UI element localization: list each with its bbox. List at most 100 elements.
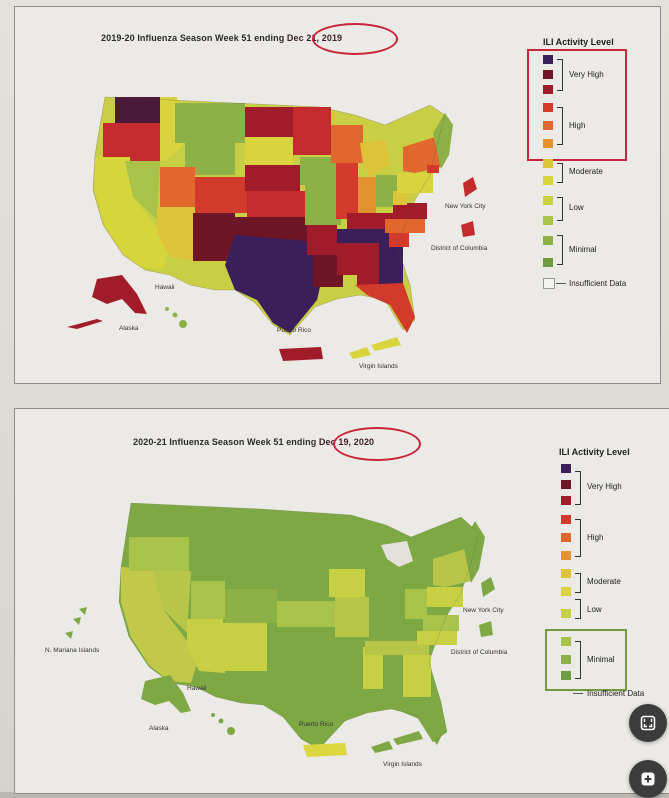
label-dc: District of Columbia — [451, 649, 508, 656]
legend-very-high-2019: Very High — [569, 70, 604, 79]
state-mn — [293, 107, 331, 155]
swatch-1 — [561, 464, 571, 473]
mariana-islands-2020 — [65, 607, 87, 639]
alaska-2019 — [92, 275, 147, 314]
state-mi-upper — [381, 541, 413, 567]
legend-title-2020: ILI Activity Level — [559, 447, 630, 457]
swatch-8 — [561, 587, 571, 596]
state-sd — [245, 137, 293, 165]
legend-minimal-2020: Minimal — [587, 655, 615, 664]
state-al — [357, 243, 379, 285]
state-al — [383, 655, 403, 697]
add-button[interactable] — [629, 760, 667, 798]
label-puerto-rico: Puerto Rico — [299, 721, 333, 728]
state-sc — [389, 233, 409, 247]
bracket-low-2019 — [557, 197, 563, 221]
map-panel-2019: 2019-20 Influenza Season Week 51 ending … — [14, 6, 661, 384]
state-or — [103, 123, 163, 161]
swatch-7 — [543, 159, 553, 168]
state-mt — [175, 103, 245, 143]
swatch-8 — [543, 176, 553, 185]
add-icon — [641, 772, 655, 786]
legend-insufficient-2019: Insufficient Data — [569, 279, 627, 288]
hawaii-island-1 — [165, 307, 169, 311]
swatch-4 — [543, 103, 553, 112]
state-oh — [376, 175, 398, 207]
us-map-2019 — [92, 96, 453, 336]
dc-inset — [461, 221, 475, 237]
swatch-5 — [543, 121, 553, 130]
state-ks — [247, 191, 305, 217]
nyc-dc-insets-2019 — [461, 177, 477, 237]
swatch-6 — [543, 139, 553, 148]
state-co — [225, 589, 277, 623]
state-ny — [433, 549, 471, 587]
state-new-england — [433, 113, 453, 169]
bracket-minimal-2019 — [557, 235, 563, 265]
legend-low-2019: Low — [569, 203, 584, 212]
bracket-low-2020 — [575, 599, 581, 619]
state-nd — [245, 107, 293, 137]
bracket-high-2020 — [575, 519, 581, 557]
swatch-5 — [561, 533, 571, 542]
swatch-9 — [561, 609, 571, 618]
state-ca — [95, 157, 170, 270]
state-va — [393, 203, 427, 219]
hawaii-island-2 — [172, 312, 178, 318]
state-nc — [417, 631, 457, 645]
expand-button[interactable] — [629, 704, 667, 742]
swatch-insufficient-2019 — [543, 278, 555, 289]
swatch-10 — [561, 637, 571, 646]
state-ga — [403, 655, 431, 697]
label-alaska: Alaska — [149, 725, 169, 732]
state-mo — [335, 597, 369, 637]
hawaii-island-3 — [227, 727, 235, 735]
swatch-2 — [561, 480, 571, 489]
green-box-annotation — [545, 629, 627, 691]
puerto-rico-2019 — [279, 347, 323, 361]
state-in — [358, 177, 376, 215]
label-dc: District of Columbia — [431, 245, 488, 252]
red-circle-annotation — [333, 427, 421, 461]
label-nyc: New York City — [445, 203, 486, 210]
state-ia — [329, 569, 365, 597]
swatch-2 — [543, 70, 553, 79]
legend-moderate-2020: Moderate — [587, 577, 621, 586]
state-ks — [277, 601, 335, 627]
label-alaska: Alaska — [119, 325, 139, 332]
state-or — [129, 537, 189, 571]
state-mi — [360, 140, 390, 177]
swatch-11 — [543, 236, 553, 245]
state-fl — [383, 697, 445, 745]
swatch-12 — [561, 671, 571, 680]
map-panel-2020: 2020-21 Influenza Season Week 51 ending … — [14, 408, 669, 794]
aleutians-2019 — [67, 319, 103, 329]
alaska-hawaii-2020 — [141, 675, 235, 735]
state-ca — [121, 567, 199, 683]
expand-icon — [640, 715, 656, 731]
state-ny — [403, 137, 441, 173]
title-prefix: 2020-21 Influenza Season Week 51 ending — [133, 437, 317, 447]
label-nyc: New York City — [463, 607, 504, 614]
state-mo — [305, 185, 341, 225]
state-oh — [405, 589, 427, 619]
label-mariana: N. Mariana Islands — [45, 647, 100, 654]
nyc-inset — [481, 577, 495, 597]
state-wv — [393, 191, 407, 205]
swatch-11 — [561, 655, 571, 664]
swatch-7 — [561, 569, 571, 578]
state-az — [187, 619, 225, 673]
state-new-england — [463, 521, 485, 583]
state-nc — [385, 219, 425, 233]
alaska-hawaii-2019 — [67, 275, 187, 329]
nyc-dc-insets-2020 — [479, 577, 495, 637]
state-ms — [363, 647, 383, 689]
swatch-4 — [561, 515, 571, 524]
swatch-6 — [561, 551, 571, 560]
label-hawaii: Hawaii — [187, 685, 207, 692]
swatch-1 — [543, 55, 553, 64]
legend-insufficient-2020: Insufficient Data — [587, 689, 645, 698]
bracket-moderate-2019 — [557, 163, 563, 183]
label-virgin-islands: Virgin Islands — [359, 363, 398, 370]
